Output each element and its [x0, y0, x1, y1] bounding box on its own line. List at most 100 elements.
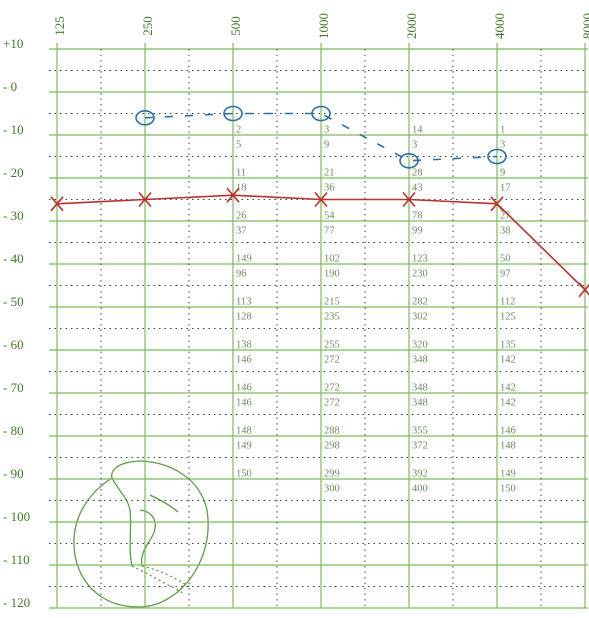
note: 54: [324, 210, 335, 221]
note: 348: [412, 354, 428, 365]
note: 272: [324, 397, 340, 408]
note: 282: [412, 296, 428, 307]
marker-circle: [223, 105, 243, 122]
note: 142: [500, 382, 516, 393]
note: 302: [412, 311, 428, 322]
series-line: [144, 112, 498, 162]
note: 272: [324, 382, 340, 393]
x-tick-label: 500: [228, 16, 243, 36]
marker-circle: [399, 153, 419, 169]
note: 3: [412, 139, 417, 150]
note: 123: [412, 253, 428, 264]
note: 320: [412, 339, 428, 350]
note: 21: [324, 167, 335, 178]
note: 392: [412, 468, 428, 479]
note: 99: [412, 225, 423, 236]
note: 149: [500, 468, 516, 479]
note: 5: [236, 139, 241, 150]
y-tick-label: - 40: [3, 251, 24, 266]
note: 77: [324, 225, 335, 236]
marker-x: [314, 191, 328, 208]
note: 146: [500, 425, 516, 436]
note: 26: [236, 210, 247, 221]
y-tick-label: - 60: [3, 337, 24, 352]
marker-circle: [487, 148, 507, 165]
note: 149: [236, 440, 252, 451]
note: 3: [500, 139, 505, 150]
note: 102: [324, 253, 340, 264]
marker-x: [402, 191, 416, 208]
marker-x: [226, 187, 240, 203]
note: 17: [500, 182, 511, 193]
note: 230: [412, 268, 428, 279]
note: 78: [412, 210, 423, 221]
note: 190: [324, 268, 340, 279]
y-tick-label: - 110: [3, 552, 30, 567]
note: 125: [500, 311, 516, 322]
note: 38: [500, 225, 511, 236]
note: 150: [500, 483, 516, 494]
note: 11: [236, 167, 246, 178]
note: 146: [236, 397, 252, 408]
x-tick-label: 1000: [316, 13, 331, 39]
y-tick-label: - 10: [3, 122, 24, 137]
x-tick-label: 2000: [404, 13, 419, 39]
note: 255: [324, 339, 340, 350]
note: 113: [236, 296, 251, 307]
note: 142: [500, 397, 516, 408]
note: 112: [500, 296, 515, 307]
note: 9: [500, 167, 505, 178]
note: 135: [500, 339, 516, 350]
x-tick-label: 4000: [492, 13, 507, 39]
note: 1: [500, 124, 505, 135]
note: 50: [500, 253, 511, 264]
note: 348: [412, 382, 428, 393]
note: 215: [324, 296, 340, 307]
note: 148: [500, 440, 516, 451]
note: 299: [324, 468, 340, 479]
note: 272: [324, 354, 340, 365]
y-tick-label: +10: [3, 36, 23, 51]
note: 348: [412, 397, 428, 408]
note: 138: [236, 339, 252, 350]
marker-x: [578, 282, 589, 298]
note: 3: [324, 124, 329, 135]
note: 400: [412, 483, 428, 494]
y-tick-label: - 120: [3, 595, 30, 610]
x-tick-label: 250: [140, 16, 155, 36]
x-tick-label: 8000: [580, 13, 589, 39]
note: 14: [412, 124, 423, 135]
y-tick-label: - 90: [3, 466, 24, 481]
y-tick-label: - 50: [3, 294, 24, 309]
note: 148: [236, 425, 252, 436]
marker-circle: [135, 110, 155, 126]
note: 27: [500, 210, 511, 221]
note: 2: [236, 124, 241, 135]
note: 28: [412, 167, 423, 178]
x-tick-label: 125: [52, 16, 67, 36]
note: 97: [500, 268, 511, 279]
marker-x: [138, 191, 152, 208]
y-tick-label: - 70: [3, 380, 24, 395]
note: 372: [412, 440, 428, 451]
note: 235: [324, 311, 340, 322]
note: 146: [236, 354, 252, 365]
note: 355: [412, 425, 428, 436]
y-tick-label: - 80: [3, 423, 24, 438]
y-tick-label: - 20: [3, 165, 24, 180]
marker-circle: [311, 105, 331, 122]
y-tick-label: - 100: [3, 509, 30, 524]
note: 298: [324, 440, 340, 451]
note: 96: [236, 268, 247, 279]
note: 300: [324, 483, 340, 494]
note: 149: [236, 253, 252, 264]
note: 43: [412, 182, 423, 193]
note: 37: [236, 225, 247, 236]
y-tick-label: - 0: [3, 79, 17, 94]
marker-x: [50, 196, 64, 212]
note: 288: [324, 425, 340, 436]
note: 18: [236, 182, 247, 193]
note: 9: [324, 139, 329, 150]
note: 36: [324, 182, 335, 193]
